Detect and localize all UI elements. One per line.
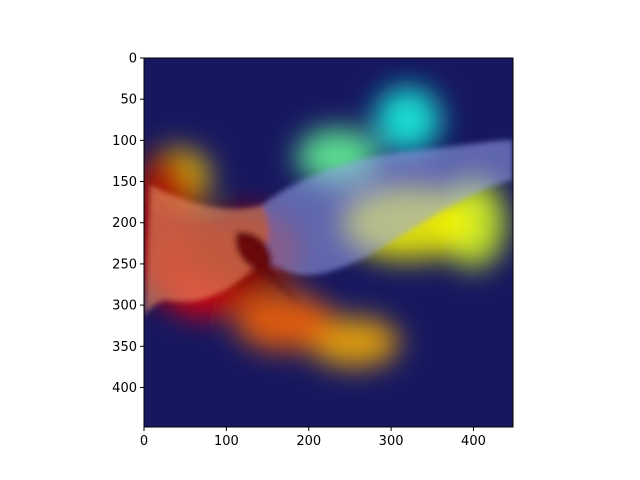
plot-area [144,58,513,427]
y-tick-label: 350 [112,340,137,355]
bird-body-shape [144,185,269,320]
x-axis: 0 100 200 300 400 [140,427,486,449]
x-tick-label: 200 [296,434,321,449]
bird-head-shape [234,231,300,305]
bird-wing-shape [262,140,513,275]
y-tick-label: 400 [112,381,137,396]
x-tick-label: 100 [214,434,239,449]
y-tick-label: 150 [112,175,137,190]
bird-silhouette [144,140,513,320]
y-tick-label: 0 [129,52,137,67]
y-tick-label: 100 [112,134,137,149]
y-tick-label: 250 [112,257,137,272]
x-tick-label: 400 [461,434,486,449]
y-tick-label: 200 [112,216,137,231]
y-axis: 0 50 100 150 200 250 300 350 400 [112,52,144,396]
y-tick-label: 300 [112,299,137,314]
heat-region [308,317,400,367]
y-tick-label: 50 [120,93,137,108]
x-tick-label: 300 [379,434,404,449]
plot-frame [143,57,514,428]
heat-region [374,86,441,153]
x-tick-label: 0 [140,434,148,449]
heat-region [234,292,334,351]
